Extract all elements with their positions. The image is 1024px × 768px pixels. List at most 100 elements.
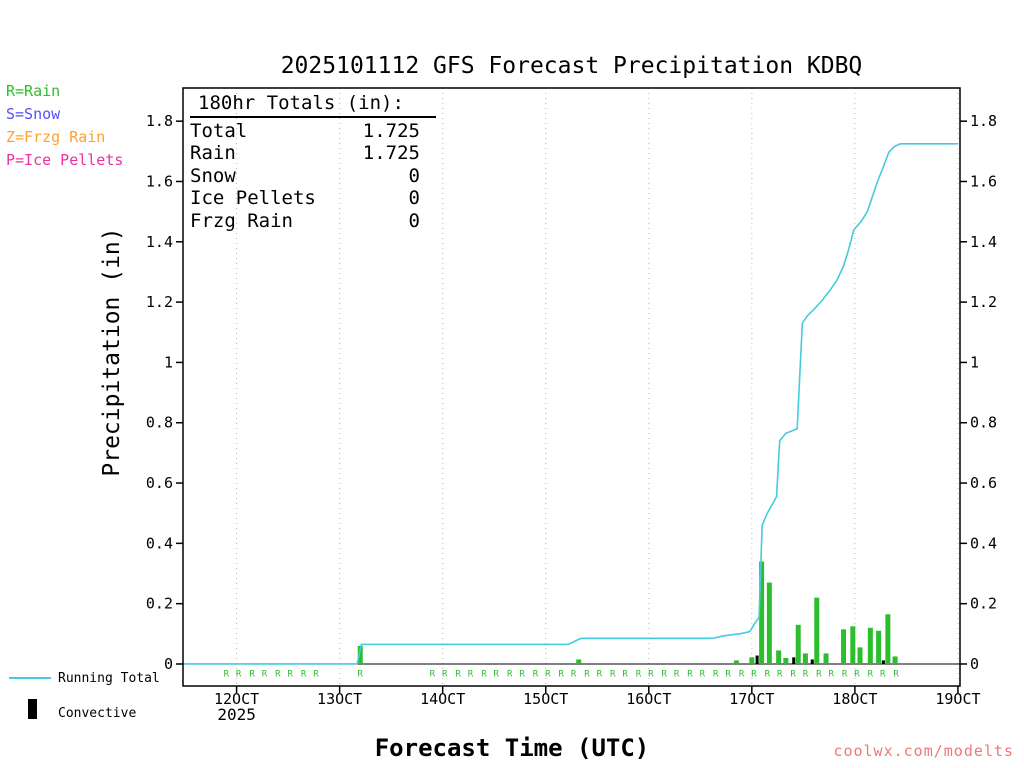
- x-axis-year-label: 2025: [217, 705, 256, 724]
- rain-bar: [795, 624, 801, 664]
- totals-row: Snow 0: [190, 165, 420, 188]
- rain-marker: R: [765, 670, 771, 680]
- totals-row-label: Ice Pellets: [190, 187, 316, 209]
- rain-bar: [776, 650, 782, 664]
- y-tick-label-right: 1.8: [970, 112, 997, 130]
- rain-bar: [802, 653, 808, 664]
- y-tick-label-left: 0.2: [146, 595, 173, 613]
- rain-bar: [867, 627, 873, 664]
- rain-marker: R: [287, 670, 293, 680]
- rain-marker: R: [674, 670, 680, 680]
- rain-marker: R: [494, 670, 500, 680]
- rain-bar: [759, 561, 765, 664]
- rain-marker: R: [275, 670, 281, 680]
- y-tick-label-right: 1.4: [970, 233, 997, 251]
- rain-marker: R: [893, 670, 899, 680]
- rain-marker: R: [828, 670, 834, 680]
- y-tick-label-right: 1.2: [970, 293, 997, 311]
- y-tick-label-left: 0.4: [146, 534, 173, 552]
- running-total-line-swatch: [9, 677, 51, 679]
- rain-marker: R: [224, 670, 230, 680]
- rain-marker: R: [481, 670, 487, 680]
- rain-marker: R: [442, 670, 448, 680]
- legend-snow-label: S=Snow: [6, 105, 61, 123]
- x-tick-label: 18OCT: [832, 690, 877, 708]
- running-total-label: Running Total: [58, 671, 160, 686]
- rain-marker: R: [262, 670, 268, 680]
- precip-type-legend: R=Rain S=Snow Z=Frzg Rain P=Ice Pellets: [6, 80, 123, 172]
- rain-marker: R: [751, 670, 757, 680]
- totals-row: Frzg Rain 0: [190, 210, 420, 233]
- y-tick-label-left: 0.8: [146, 414, 173, 432]
- convective-bar: [810, 659, 814, 664]
- legend-rain-label: R=Rain: [6, 82, 61, 100]
- rain-marker: R: [622, 670, 628, 680]
- rain-marker: R: [648, 670, 654, 680]
- rain-bar: [814, 597, 820, 664]
- legend-frzg-rain-label: Z=Frzg Rain: [6, 128, 106, 146]
- rain-marker: R: [584, 670, 590, 680]
- x-tick-label: 13OCT: [317, 690, 362, 708]
- totals-box: 180hr Totals (in): Total 1.725 Rain 1.72…: [190, 92, 436, 232]
- rain-marker: R: [507, 670, 513, 680]
- y-tick-label-left: 0: [164, 655, 173, 673]
- rain-marker: R: [610, 670, 616, 680]
- convective-label: Convective: [58, 706, 137, 721]
- rain-bar: [892, 656, 898, 664]
- convective-bar-swatch: [28, 699, 37, 719]
- y-tick-label-right: 0.8: [970, 414, 997, 432]
- totals-row-value: 1.725: [362, 119, 420, 142]
- rain-marker: R: [725, 670, 731, 680]
- y-tick-label-left: 0.6: [146, 474, 173, 492]
- convective-bar: [881, 660, 885, 664]
- rain-marker: R: [313, 670, 319, 680]
- totals-row-label: Frzg Rain: [190, 209, 293, 232]
- rain-marker: R: [558, 670, 564, 680]
- chart-title: 2025101112 GFS Forecast Precipitation KD…: [280, 53, 863, 79]
- rain-marker: R: [249, 670, 255, 680]
- x-axis-title: Forecast Time (UTC): [374, 734, 650, 762]
- x-tick-label: 19OCT: [935, 690, 980, 708]
- x-tick-label: 14OCT: [420, 690, 465, 708]
- totals-row: Total 1.725: [190, 120, 420, 143]
- rain-marker: R: [803, 670, 809, 680]
- totals-row-label: Rain: [190, 142, 236, 164]
- running-total-line: [183, 142, 958, 665]
- rain-marker: R: [301, 670, 307, 680]
- rain-marker: R: [816, 670, 822, 680]
- totals-row: Rain 1.725: [190, 142, 420, 165]
- rain-marker: R: [868, 670, 874, 680]
- rain-marker: R: [236, 670, 242, 680]
- totals-row: Ice Pellets 0: [190, 187, 420, 210]
- x-tick-label: 17OCT: [729, 690, 774, 708]
- rain-marker: R: [713, 670, 719, 680]
- x-tick-label: 15OCT: [523, 690, 568, 708]
- y-tick-label-left: 1.6: [146, 172, 173, 190]
- rain-marker: R: [662, 670, 668, 680]
- rain-bar: [885, 614, 891, 664]
- rain-marker: R: [468, 670, 474, 680]
- rain-marker: R: [597, 670, 603, 680]
- totals-heading: 180hr Totals (in):: [190, 92, 436, 118]
- totals-row-label: Snow: [190, 164, 236, 187]
- rain-bar: [850, 626, 856, 664]
- rain-marker: R: [777, 670, 783, 680]
- rain-bar: [783, 657, 789, 664]
- rain-marker: R: [358, 670, 364, 680]
- rain-marker: R: [455, 670, 461, 680]
- rain-marker: R: [533, 670, 539, 680]
- y-tick-label-left: 1.8: [146, 112, 173, 130]
- totals-row-value: 1.725: [362, 142, 420, 164]
- plot-border: [182, 87, 961, 687]
- rain-marker: R: [571, 670, 577, 680]
- rain-marker: R: [519, 670, 525, 680]
- rain-bar: [766, 582, 772, 664]
- y-tick-label-right: 0: [970, 655, 979, 673]
- rain-bar: [876, 630, 882, 664]
- rain-marker: R: [545, 670, 551, 680]
- legend-ice-pellets-label: P=Ice Pellets: [6, 151, 124, 169]
- totals-row-value: 0: [408, 187, 420, 209]
- y-tick-label-left: 1.4: [146, 233, 173, 251]
